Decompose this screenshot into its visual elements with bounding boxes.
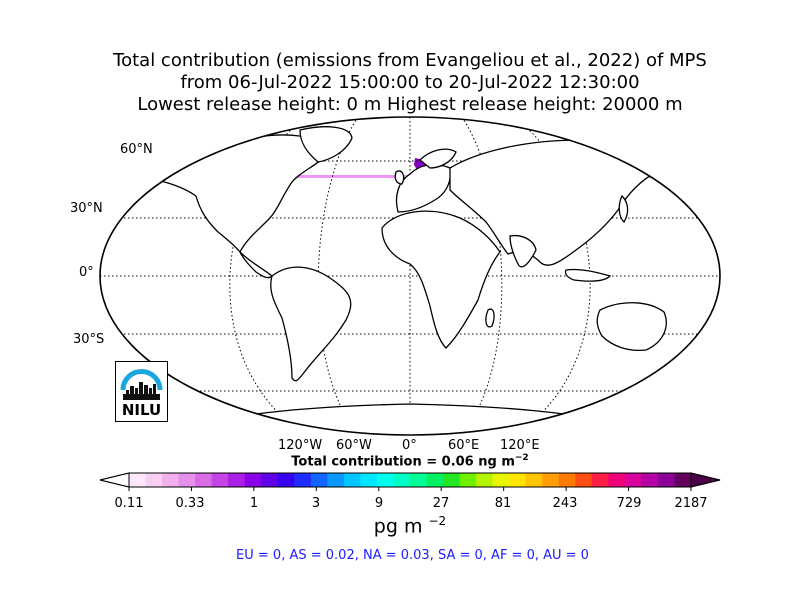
colorbar-segment	[178, 473, 196, 487]
total-contribution: Total contribution = 0.06 ng m−2	[291, 453, 529, 470]
colorbar-tick: 0.33	[175, 496, 205, 511]
colorbar-units: pg m −2	[373, 514, 447, 538]
lon-label-120w: 120°W	[278, 438, 323, 453]
colorbar-under-arrow	[99, 472, 130, 488]
nilu-logo-text: NILU	[121, 401, 162, 419]
colorbar-tick: 2187	[674, 496, 708, 511]
colorbar-tick: 81	[494, 496, 512, 511]
colorbar-segment	[162, 473, 180, 487]
colorbar-segment	[129, 473, 147, 487]
colorbar-segment	[426, 473, 444, 487]
colorbar-segment	[376, 473, 394, 487]
colorbar-segment	[657, 473, 675, 487]
colorbar-segment	[360, 473, 378, 487]
lat-label-30s: 30°S	[73, 332, 105, 347]
colorbar-segment	[641, 473, 659, 487]
colorbar-segment	[509, 473, 527, 487]
colorbar-segment	[575, 473, 593, 487]
colorbar-segment	[492, 473, 510, 487]
colorbar-tick: 1	[249, 496, 259, 511]
colorbar-tick: 9	[374, 496, 384, 511]
colorbar-segment	[310, 473, 328, 487]
colorbar-segment	[591, 473, 609, 487]
colorbar-segment	[525, 473, 543, 487]
plot-title-line-2: from 06-Jul-2022 15:00:00 to 20-Jul-2022…	[180, 72, 640, 93]
colorbar-segment	[674, 473, 692, 487]
colorbar-segment	[211, 473, 229, 487]
lat-label-60n: 60°N	[120, 142, 153, 157]
colorbar-segment	[410, 473, 428, 487]
plot-title-line-1: Total contribution (emissions from Evang…	[113, 50, 707, 71]
colorbar-segment	[343, 473, 361, 487]
colorbar-segment	[393, 473, 411, 487]
colorbar-tick: 3	[311, 496, 321, 511]
colorbar-tick: 27	[432, 496, 450, 511]
colorbar-segment	[327, 473, 345, 487]
colorbar-segment	[294, 473, 312, 487]
plot-title-line-3: Lowest release height: 0 m Highest relea…	[137, 94, 683, 115]
colorbar-segment	[195, 473, 213, 487]
colorbar-segment	[476, 473, 494, 487]
colorbar-segment	[608, 473, 626, 487]
colorbar-segment	[542, 473, 560, 487]
lat-label-30n: 30°N	[70, 201, 103, 216]
lon-label-60w: 60°W	[336, 438, 372, 453]
colorbar-segment	[244, 473, 262, 487]
colorbar-segment	[624, 473, 642, 487]
colorbar-segment	[558, 473, 576, 487]
nilu-logo-icon	[120, 369, 163, 400]
colorbar	[99, 472, 721, 491]
map-boundary	[99, 116, 721, 436]
colorbar-segment	[277, 473, 295, 487]
colorbar-segment	[459, 473, 477, 487]
regional-contributions: EU = 0, AS = 0.02, NA = 0.03, SA = 0, AF…	[236, 548, 589, 563]
colorbar-over-arrow	[690, 472, 721, 488]
lon-label-0: 0°	[402, 438, 417, 453]
colorbar-tick: 729	[616, 496, 642, 511]
nilu-logo: NILU	[115, 361, 168, 422]
lon-label-120e: 120°E	[500, 438, 540, 453]
lat-label-0: 0°	[79, 265, 94, 280]
colorbar-segment	[145, 473, 163, 487]
colorbar-segment	[443, 473, 461, 487]
colorbar-segment	[228, 473, 246, 487]
continents	[148, 126, 691, 435]
lon-label-60e: 60°E	[448, 438, 480, 453]
colorbar-segment	[261, 473, 279, 487]
colorbar-tick: 0.11	[114, 496, 144, 511]
colorbar-tick: 243	[552, 496, 578, 511]
